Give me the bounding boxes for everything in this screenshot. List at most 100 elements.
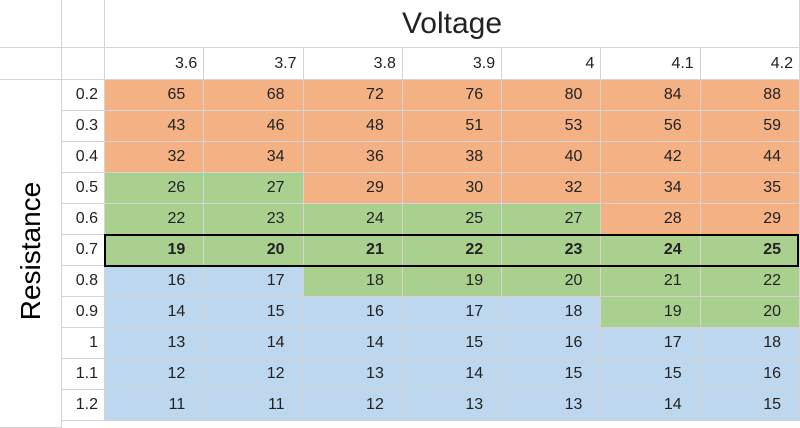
voltage-label: 4.2 <box>700 48 800 80</box>
value-cell: 14 <box>204 328 304 359</box>
resistance-label: 0.7 <box>62 235 105 266</box>
resistance-label: 1.2 <box>62 390 105 421</box>
value-cell: 53 <box>502 111 602 142</box>
value-cell: 44 <box>700 142 800 173</box>
value-cell: 24 <box>303 204 403 235</box>
voltage-label: 3.7 <box>204 48 304 80</box>
value-cell: 11 <box>105 390 205 421</box>
value-cell: 17 <box>402 297 503 328</box>
value-cell: 17 <box>204 266 304 297</box>
value-cell: 56 <box>601 111 701 142</box>
resistance-label: 0.9 <box>62 297 105 328</box>
value-cell: 24 <box>601 235 701 266</box>
cell <box>62 0 105 48</box>
value-cell: 13 <box>105 328 205 359</box>
cell <box>0 0 62 48</box>
value-cell: 15 <box>700 390 800 421</box>
resistance-label: 0.5 <box>62 173 105 204</box>
voltage-label: 3.9 <box>402 48 503 80</box>
value-cell: 21 <box>303 235 403 266</box>
value-cell: 25 <box>402 204 503 235</box>
value-cell: 15 <box>502 359 602 390</box>
value-cell: 32 <box>105 142 205 173</box>
value-cell: 18 <box>700 328 800 359</box>
value-cell: 19 <box>402 266 503 297</box>
column-header: Voltage <box>105 0 800 48</box>
value-cell: 19 <box>105 235 205 266</box>
value-cell: 14 <box>303 328 403 359</box>
row-header: Resistance <box>15 181 46 320</box>
resistance-label: 0.3 <box>62 111 105 142</box>
value-cell: 27 <box>502 204 602 235</box>
voltage-label: 4 <box>502 48 602 80</box>
resistance-label: 0.8 <box>62 266 105 297</box>
value-cell: 15 <box>601 359 701 390</box>
cell <box>62 48 105 80</box>
value-cell: 29 <box>700 204 800 235</box>
value-cell: 16 <box>105 266 205 297</box>
resistance-label: 1 <box>62 328 105 359</box>
value-cell: 35 <box>700 173 800 204</box>
value-cell: 80 <box>502 80 602 111</box>
value-cell: 48 <box>303 111 403 142</box>
value-cell: 59 <box>700 111 800 142</box>
value-cell: 15 <box>402 328 503 359</box>
value-cell: 20 <box>204 235 304 266</box>
value-cell: 14 <box>601 390 701 421</box>
value-cell: 65 <box>105 80 205 111</box>
value-cell: 14 <box>402 359 503 390</box>
value-cell: 84 <box>601 80 701 111</box>
value-cell: 19 <box>601 297 701 328</box>
resistance-label: 0.6 <box>62 204 105 235</box>
value-cell: 27 <box>204 173 304 204</box>
value-cell: 51 <box>402 111 503 142</box>
value-cell: 13 <box>402 390 503 421</box>
value-cell: 22 <box>105 204 205 235</box>
resistance-label: 1.1 <box>62 359 105 390</box>
value-cell: 14 <box>105 297 205 328</box>
value-cell: 16 <box>303 297 403 328</box>
value-cell: 34 <box>601 173 701 204</box>
value-cell: 29 <box>303 173 403 204</box>
value-cell: 12 <box>303 390 403 421</box>
value-cell: 22 <box>402 235 503 266</box>
value-cell: 11 <box>204 390 304 421</box>
value-cell: 26 <box>105 173 205 204</box>
value-cell: 20 <box>502 266 602 297</box>
value-cell: 40 <box>502 142 602 173</box>
value-cell: 46 <box>204 111 304 142</box>
value-cell: 32 <box>502 173 602 204</box>
value-cell: 76 <box>402 80 503 111</box>
value-cell: 22 <box>700 266 800 297</box>
value-cell: 23 <box>204 204 304 235</box>
value-cell: 12 <box>204 359 304 390</box>
resistance-label: 0.4 <box>62 142 105 173</box>
value-cell: 23 <box>502 235 602 266</box>
value-cell: 30 <box>402 173 503 204</box>
resistance-label: 0.2 <box>62 80 105 111</box>
value-cell: 88 <box>700 80 800 111</box>
voltage-label: 3.6 <box>105 48 205 80</box>
cell <box>0 48 62 80</box>
value-cell: 18 <box>502 297 602 328</box>
value-cell: 43 <box>105 111 205 142</box>
value-cell: 17 <box>601 328 701 359</box>
value-cell: 13 <box>303 359 403 390</box>
value-cell: 16 <box>700 359 800 390</box>
value-cell: 18 <box>303 266 403 297</box>
value-cell: 36 <box>303 142 403 173</box>
voltage-label: 3.8 <box>303 48 403 80</box>
value-cell: 34 <box>204 142 304 173</box>
value-cell: 42 <box>601 142 701 173</box>
value-cell: 13 <box>502 390 602 421</box>
value-cell: 72 <box>303 80 403 111</box>
value-cell: 16 <box>502 328 602 359</box>
value-cell: 20 <box>700 297 800 328</box>
voltage-label: 4.1 <box>601 48 701 80</box>
value-cell: 25 <box>700 235 800 266</box>
value-cell: 15 <box>204 297 304 328</box>
value-cell: 21 <box>601 266 701 297</box>
value-cell: 28 <box>601 204 701 235</box>
value-cell: 38 <box>402 142 503 173</box>
